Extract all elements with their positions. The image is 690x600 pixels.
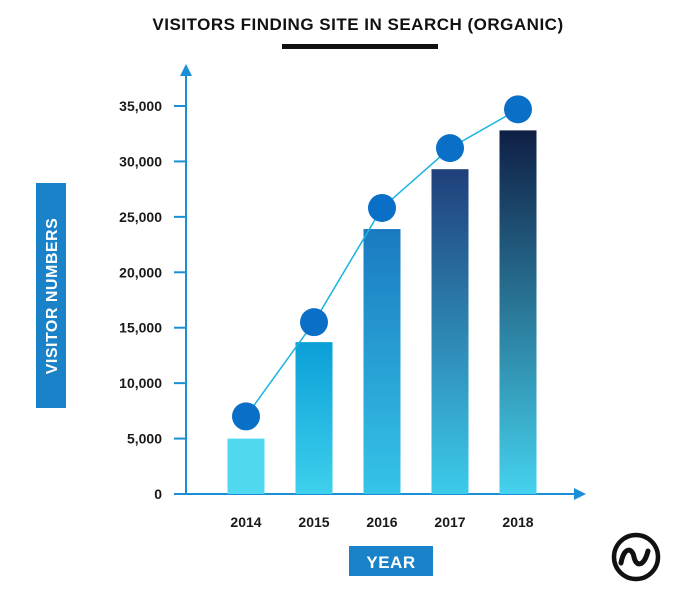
x-axis-label-badge: YEAR [349,546,433,576]
x-tick-label: 2014 [230,514,261,530]
y-tick-label: 35,000 [119,98,162,114]
x-tick-label: 2016 [366,514,397,530]
chart-title: VISITORS FINDING SITE IN SEARCH (ORGANIC… [152,15,563,34]
y-tick-label: 30,000 [119,153,162,169]
trend-marker-2014 [232,402,260,431]
title-underline [282,44,438,49]
bar-2018 [499,130,537,495]
y-axis-label: VISITOR NUMBERS [44,218,61,375]
y-tick-label: 20,000 [119,264,162,280]
bars [227,130,537,495]
y-ticks: 0 5,000 10,000 15,000 20,000 25,000 30,000 35,0… [119,98,186,502]
y-tick-label: 15,000 [119,320,162,336]
wave-circle-logo-icon [611,532,661,582]
x-ticks: 2014 2015 2016 2017 2018 [230,514,533,530]
trend-marker-2016 [368,193,396,222]
trend-line-group [232,95,532,431]
bar-2016 [363,229,401,494]
x-tick-label: 2017 [434,514,465,530]
x-tick-label: 2018 [502,514,533,530]
x-axis-label: YEAR [366,553,415,572]
y-tick-label: 10,000 [119,375,162,391]
y-axis-arrow-icon [180,64,192,76]
bar-2017 [431,169,469,494]
y-tick-label: 0 [154,486,162,502]
trend-marker-2015 [300,308,328,337]
y-tick-label: 5,000 [127,431,162,447]
x-tick-label: 2015 [298,514,329,530]
y-tick-label: 25,000 [119,209,162,225]
bar-2014 [227,438,265,494]
trend-marker-2018 [504,95,532,124]
y-axis-label-badge: VISITOR NUMBERS [36,183,66,408]
trend-marker-2017 [436,134,464,163]
x-axis-arrow-icon [574,488,586,500]
bar-2015 [295,342,333,494]
